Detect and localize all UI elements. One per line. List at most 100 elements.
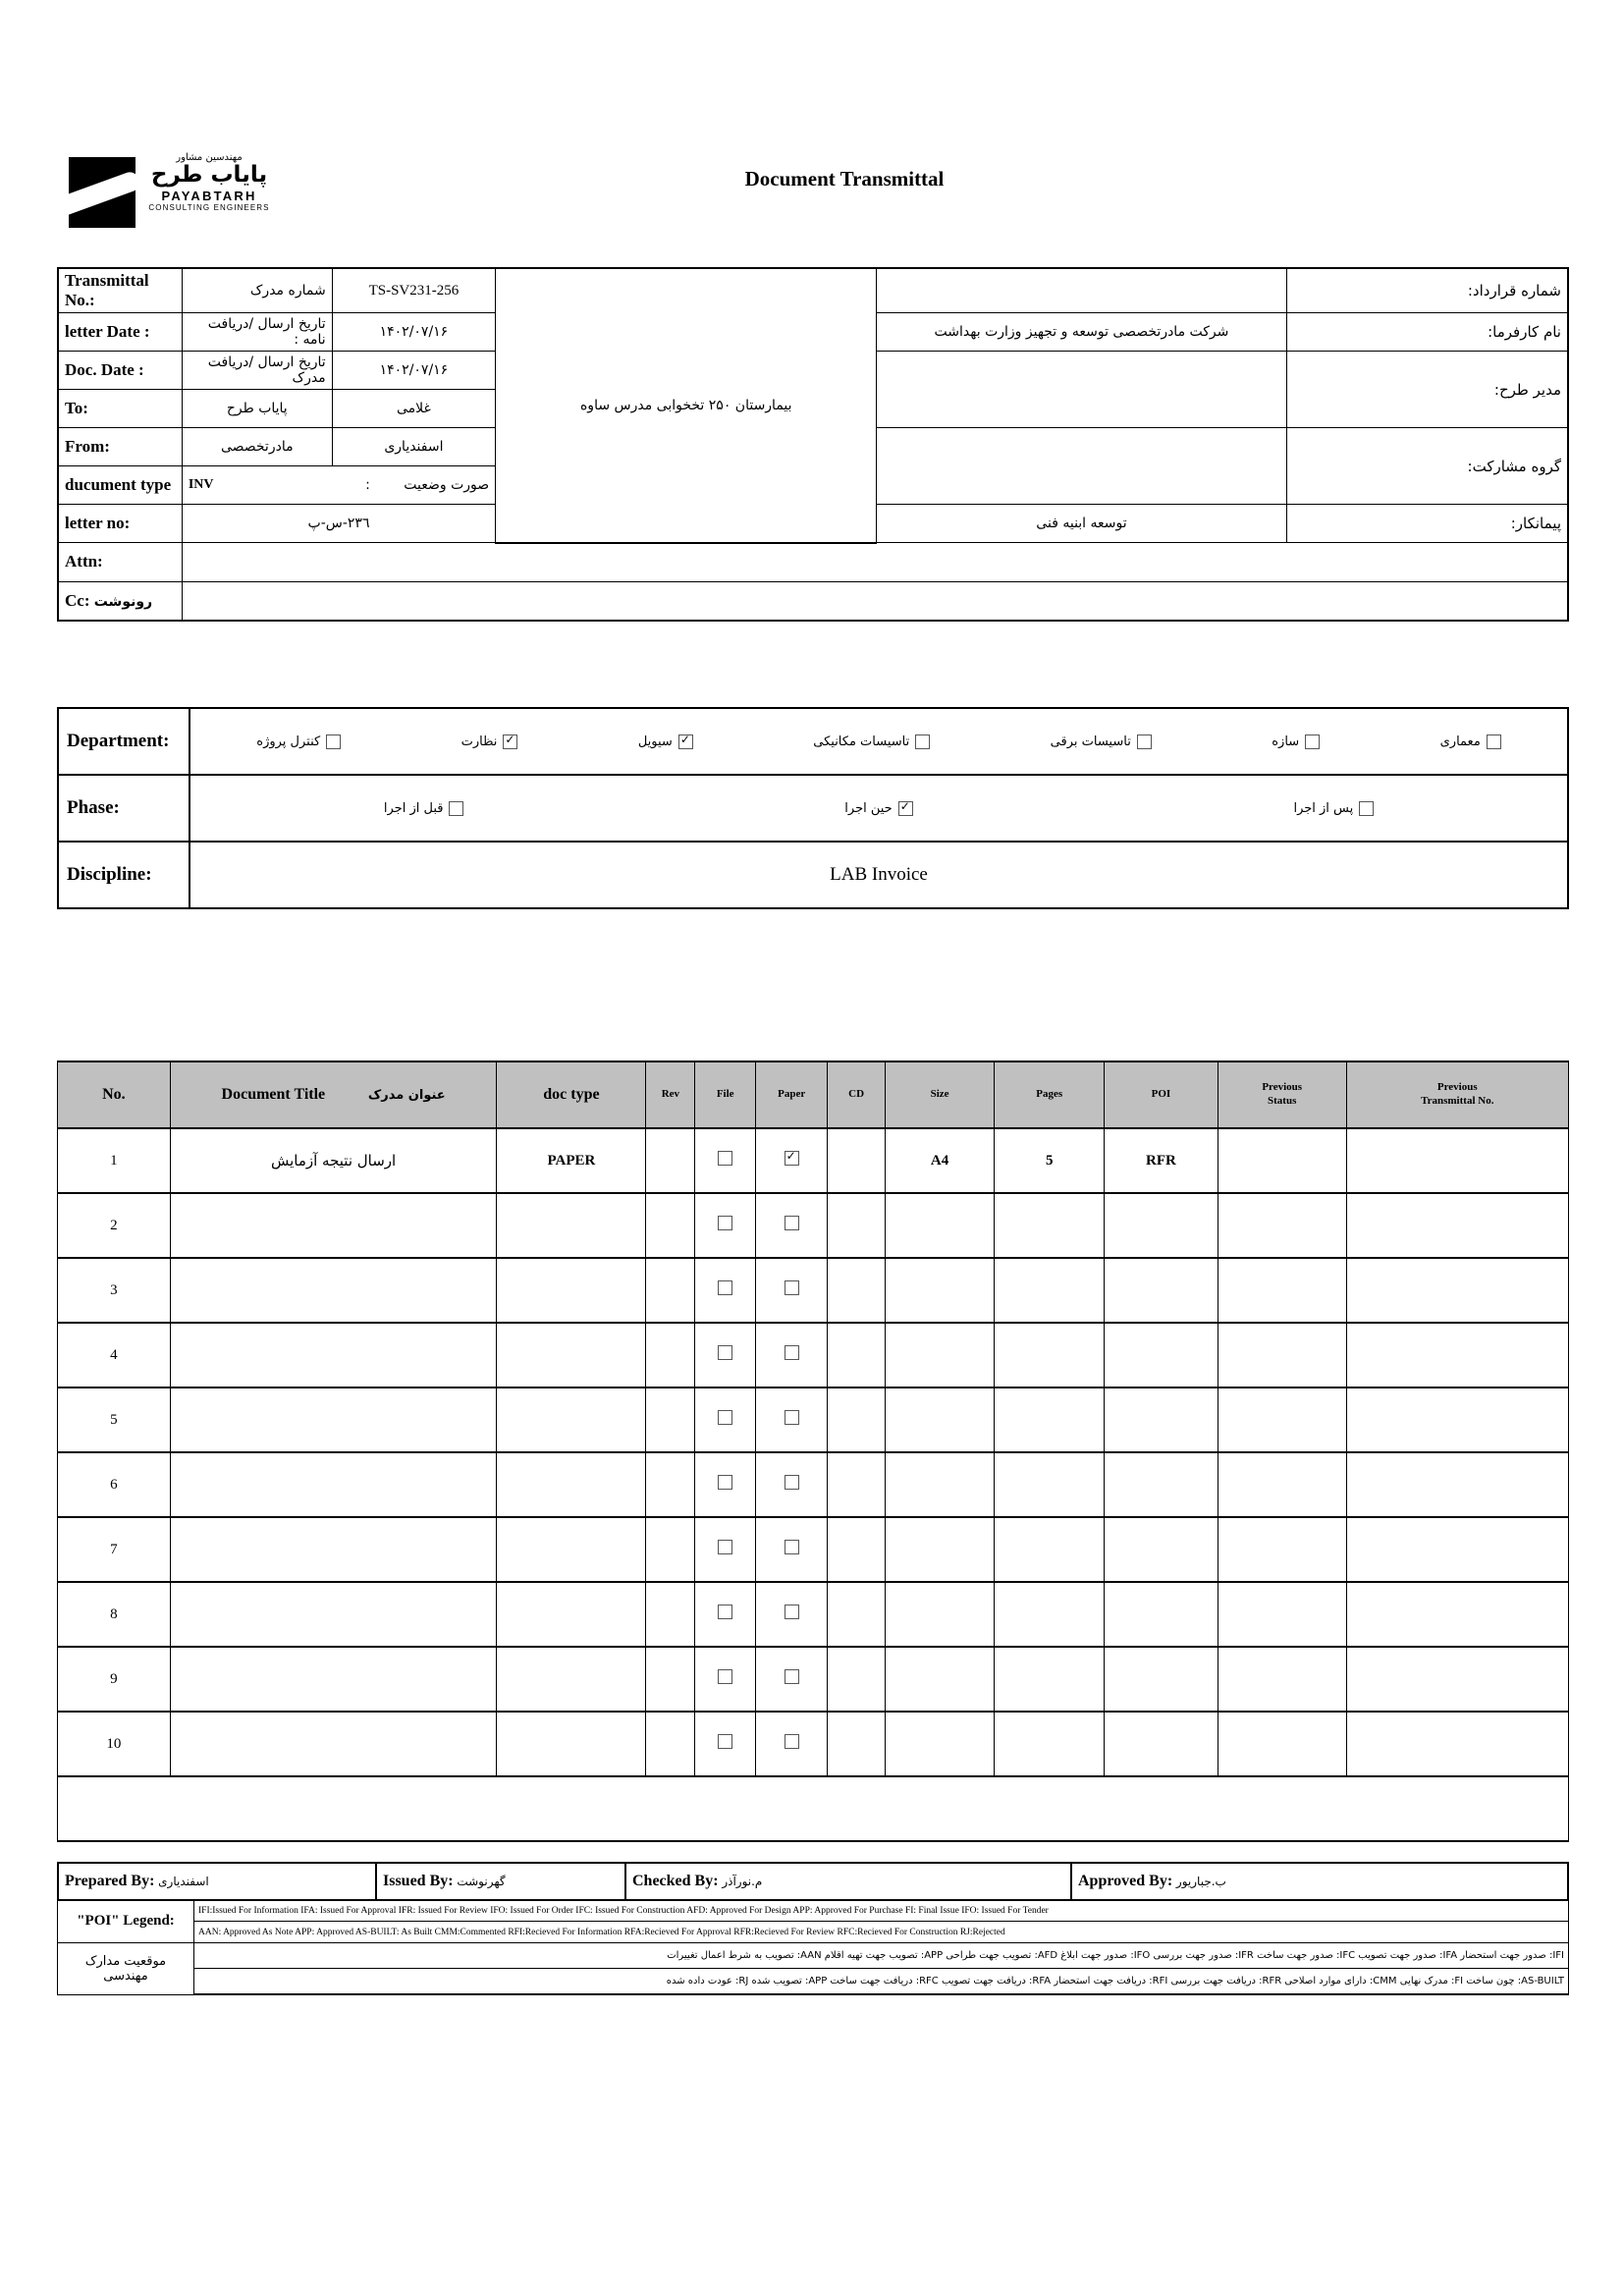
cell-previous-transmittal-no[interactable] bbox=[1345, 1581, 1570, 1648]
cell-pages[interactable] bbox=[994, 1581, 1105, 1648]
cell-cd[interactable] bbox=[827, 1387, 886, 1453]
prepared-by-cell[interactable]: Prepared By: اسفندیاری bbox=[57, 1862, 377, 1901]
cell-document-title[interactable] bbox=[169, 1711, 498, 1777]
cell-cd[interactable] bbox=[827, 1192, 886, 1259]
joint-venture-value[interactable] bbox=[876, 427, 1287, 505]
cell-rev[interactable] bbox=[645, 1127, 696, 1194]
transmittal-no-value[interactable]: TS-SV231-256 bbox=[331, 267, 497, 313]
cell-document-title[interactable] bbox=[169, 1516, 498, 1583]
document-type-value[interactable]: INV صورت وضعیت : bbox=[181, 465, 497, 505]
checkbox-icon[interactable] bbox=[784, 1669, 799, 1684]
cell-cd[interactable] bbox=[827, 1257, 886, 1324]
cell-paper[interactable] bbox=[755, 1646, 829, 1713]
dept-checkbox-nezarat[interactable]: نظارت bbox=[461, 733, 518, 749]
notes-area[interactable] bbox=[57, 1775, 1569, 1842]
cell-cd[interactable] bbox=[827, 1451, 886, 1518]
checkbox-icon[interactable] bbox=[784, 1540, 799, 1554]
cell-paper[interactable] bbox=[755, 1127, 829, 1194]
cell-size[interactable] bbox=[884, 1646, 996, 1713]
issued-by-cell[interactable]: Issued By: گهرنوشت bbox=[375, 1862, 626, 1901]
cell-rev[interactable] bbox=[645, 1192, 696, 1259]
cell-size[interactable] bbox=[884, 1387, 996, 1453]
phase-checkbox-during[interactable]: حین اجرا bbox=[651, 799, 1106, 816]
checkbox-icon[interactable] bbox=[718, 1410, 733, 1425]
cell-file[interactable] bbox=[694, 1711, 757, 1777]
from-person-value[interactable]: اسفندیاری bbox=[331, 427, 497, 466]
checkbox-icon[interactable] bbox=[784, 1345, 799, 1360]
cell-size[interactable] bbox=[884, 1451, 996, 1518]
cell-document-title[interactable]: ارسال نتیجه آزمایش bbox=[169, 1127, 498, 1194]
cell-pages[interactable] bbox=[994, 1711, 1105, 1777]
checkbox-icon[interactable] bbox=[718, 1475, 733, 1490]
letter-date-value[interactable]: ۱۴۰۲/۰۷/۱۶ bbox=[331, 312, 497, 352]
cell-previous-status[interactable] bbox=[1217, 1127, 1347, 1194]
cell-size[interactable] bbox=[884, 1516, 996, 1583]
cell-poi[interactable]: RFR bbox=[1103, 1127, 1218, 1194]
phase-checkbox-before[interactable]: قبل از اجرا bbox=[196, 800, 651, 816]
cell-previous-status[interactable] bbox=[1217, 1387, 1347, 1453]
cell-doc-type[interactable] bbox=[496, 1581, 647, 1648]
cell-cd[interactable] bbox=[827, 1127, 886, 1194]
from-value[interactable]: مادرتخصصی bbox=[181, 427, 333, 466]
cell-previous-transmittal-no[interactable] bbox=[1345, 1516, 1570, 1583]
cell-previous-transmittal-no[interactable] bbox=[1345, 1127, 1570, 1194]
cell-rev[interactable] bbox=[645, 1646, 696, 1713]
cell-previous-transmittal-no[interactable] bbox=[1345, 1711, 1570, 1777]
cell-doc-type[interactable] bbox=[496, 1192, 647, 1259]
cell-previous-transmittal-no[interactable] bbox=[1345, 1451, 1570, 1518]
cell-doc-type[interactable]: PAPER bbox=[496, 1127, 647, 1194]
checkbox-icon[interactable] bbox=[677, 733, 693, 749]
checkbox-icon[interactable] bbox=[326, 734, 342, 749]
checkbox-icon[interactable] bbox=[718, 1669, 733, 1684]
cell-pages[interactable] bbox=[994, 1322, 1105, 1388]
cell-rev[interactable] bbox=[645, 1387, 696, 1453]
checkbox-icon[interactable] bbox=[1305, 734, 1321, 749]
cell-paper[interactable] bbox=[755, 1581, 829, 1648]
cell-file[interactable] bbox=[694, 1322, 757, 1388]
checkbox-icon[interactable] bbox=[784, 1734, 799, 1749]
checkbox-icon[interactable] bbox=[718, 1734, 733, 1749]
cell-poi[interactable] bbox=[1103, 1516, 1218, 1583]
cell-previous-status[interactable] bbox=[1217, 1711, 1347, 1777]
cell-rev[interactable] bbox=[645, 1257, 696, 1324]
checkbox-icon[interactable] bbox=[718, 1216, 733, 1230]
checkbox-icon[interactable] bbox=[784, 1216, 799, 1230]
cell-doc-type[interactable] bbox=[496, 1451, 647, 1518]
cell-paper[interactable] bbox=[755, 1387, 829, 1453]
cell-poi[interactable] bbox=[1103, 1711, 1218, 1777]
cc-value[interactable] bbox=[181, 580, 1569, 622]
cell-file[interactable] bbox=[694, 1451, 757, 1518]
cell-pages[interactable] bbox=[994, 1387, 1105, 1453]
cell-file[interactable] bbox=[694, 1192, 757, 1259]
cell-poi[interactable] bbox=[1103, 1257, 1218, 1324]
cell-paper[interactable] bbox=[755, 1451, 829, 1518]
checkbox-icon[interactable] bbox=[449, 800, 464, 816]
cell-cd[interactable] bbox=[827, 1322, 886, 1388]
cell-document-title[interactable] bbox=[169, 1646, 498, 1713]
checked-by-cell[interactable]: Checked By: م.نورآذر bbox=[624, 1862, 1072, 1901]
dept-checkbox-sazeh[interactable]: سازه bbox=[1272, 734, 1321, 749]
checkbox-icon[interactable] bbox=[784, 1149, 799, 1166]
contractor-value[interactable]: توسعه ابنیه فنی bbox=[876, 504, 1287, 543]
cell-document-title[interactable] bbox=[169, 1192, 498, 1259]
checkbox-icon[interactable] bbox=[718, 1345, 733, 1360]
cell-file[interactable] bbox=[694, 1387, 757, 1453]
checkbox-icon[interactable] bbox=[718, 1605, 733, 1619]
cell-previous-transmittal-no[interactable] bbox=[1345, 1387, 1570, 1453]
cell-file[interactable] bbox=[694, 1516, 757, 1583]
cell-poi[interactable] bbox=[1103, 1451, 1218, 1518]
cell-paper[interactable] bbox=[755, 1322, 829, 1388]
cell-pages[interactable] bbox=[994, 1516, 1105, 1583]
discipline-value[interactable]: LAB Invoice bbox=[189, 841, 1569, 909]
dept-checkbox-project-control[interactable]: کنترل پروژه bbox=[256, 734, 342, 749]
cell-document-title[interactable] bbox=[169, 1322, 498, 1388]
cell-previous-transmittal-no[interactable] bbox=[1345, 1322, 1570, 1388]
to-person-value[interactable]: غلامی bbox=[331, 389, 497, 428]
cell-previous-transmittal-no[interactable] bbox=[1345, 1646, 1570, 1713]
checkbox-icon[interactable] bbox=[718, 1540, 733, 1554]
cell-size[interactable]: A4 bbox=[884, 1127, 996, 1194]
cell-pages[interactable] bbox=[994, 1451, 1105, 1518]
cell-document-title[interactable] bbox=[169, 1257, 498, 1324]
cell-previous-status[interactable] bbox=[1217, 1322, 1347, 1388]
cell-paper[interactable] bbox=[755, 1257, 829, 1324]
